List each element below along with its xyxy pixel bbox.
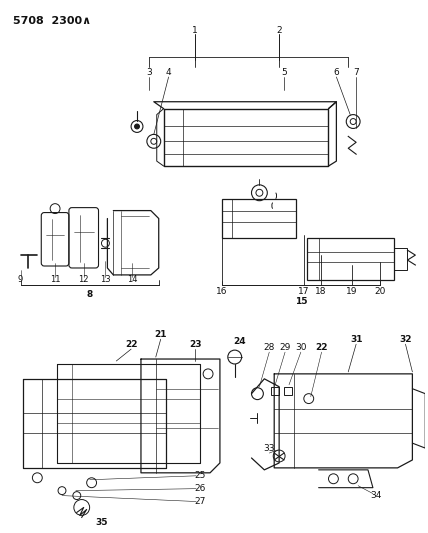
Text: 33: 33	[264, 443, 275, 453]
Bar	[271, 387, 279, 394]
Text: 31: 31	[350, 335, 363, 344]
Text: 23: 23	[189, 340, 202, 349]
Text: 30: 30	[295, 343, 306, 352]
Text: 5708  2300∧: 5708 2300∧	[13, 15, 91, 26]
Text: 22: 22	[125, 340, 137, 349]
Text: 4: 4	[166, 68, 171, 77]
Text: 9: 9	[18, 276, 23, 285]
Text: 26: 26	[194, 484, 206, 493]
Text: 12: 12	[78, 276, 89, 285]
Text: 32: 32	[399, 335, 412, 344]
Bar	[222, 199, 296, 238]
Text: 17: 17	[298, 287, 309, 296]
Text: 15: 15	[294, 297, 307, 306]
Bar	[394, 248, 407, 270]
Text: 16: 16	[216, 287, 228, 296]
Text: 19: 19	[346, 287, 358, 296]
Text: 22: 22	[315, 343, 328, 352]
Text: 1: 1	[192, 26, 198, 35]
Text: 34: 34	[370, 491, 381, 500]
Text: 11: 11	[50, 276, 60, 285]
Text: 28: 28	[264, 343, 275, 352]
Text: 24: 24	[233, 337, 246, 346]
Text: 2: 2	[276, 26, 282, 35]
Text: 18: 18	[315, 287, 326, 296]
Text: 35: 35	[95, 518, 108, 527]
Text: 25: 25	[194, 471, 206, 480]
Text: 6: 6	[333, 68, 339, 77]
Bar	[307, 238, 394, 280]
Text: 29: 29	[279, 343, 291, 352]
Text: 13: 13	[100, 276, 111, 285]
Bar	[284, 387, 292, 394]
Text: 14: 14	[127, 276, 137, 285]
Text: 20: 20	[374, 287, 386, 296]
Text: 5: 5	[281, 68, 287, 77]
Circle shape	[134, 124, 140, 129]
Text: 3: 3	[146, 68, 152, 77]
Text: 27: 27	[194, 497, 206, 506]
Text: 21: 21	[155, 330, 167, 339]
Text: 8: 8	[86, 290, 93, 299]
Text: 7: 7	[353, 68, 359, 77]
